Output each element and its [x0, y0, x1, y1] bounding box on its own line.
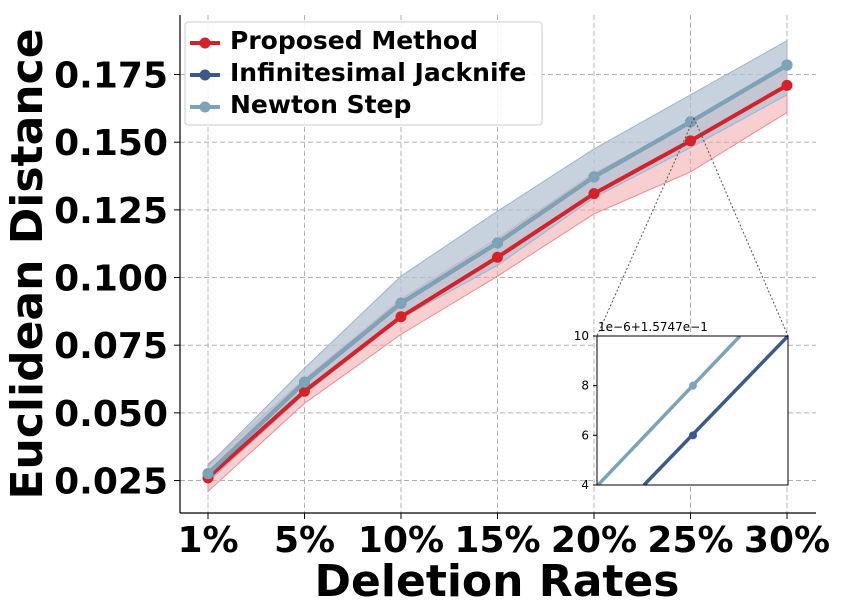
x-tick-label: 10%: [358, 520, 444, 561]
data-point: [588, 171, 600, 183]
data-point: [781, 59, 793, 71]
data-point: [588, 188, 600, 200]
y-tick-label: 0.075: [54, 326, 168, 367]
legend: Proposed Method Infinitesimal Jacknife N…: [184, 21, 543, 126]
series-lines: [202, 59, 793, 484]
data-point: [299, 376, 310, 388]
zoom-inset: 1e−6+1.5747e−1 4 6 8 10: [574, 320, 789, 492]
inset-offset-label: 1e−6+1.5747e−1: [598, 320, 708, 334]
data-point: [492, 237, 503, 249]
inset-y-tick-label: 8: [581, 379, 589, 393]
legend-entry-newton: Newton Step: [190, 90, 411, 119]
legend-label-newton: Newton Step: [230, 90, 411, 119]
inset-line-newton: [597, 336, 742, 485]
zoom-connector-right: [693, 117, 789, 337]
x-tick-label: 25%: [647, 520, 733, 561]
y-tick-labels: 0.025 0.050 0.075 0.100 0.125 0.150 0.175: [54, 56, 180, 503]
data-point: [395, 297, 407, 309]
legend-marker-proposed: [199, 37, 211, 49]
x-tick-label: 1%: [177, 520, 238, 561]
inset-y-tick-label: 4: [581, 478, 589, 492]
legend-box: [184, 21, 543, 126]
x-tick-label: 20%: [551, 520, 637, 561]
inset-y-tick-label: 6: [581, 428, 589, 442]
y-axis-title: Euclidean Distance: [2, 28, 53, 499]
series-newton-step: [202, 59, 793, 480]
x-tick-label: 5%: [274, 520, 335, 561]
x-axis-title: Deletion Rates: [315, 556, 680, 600]
inset-y-tick-labels: 4 6 8 10: [574, 329, 597, 492]
data-point: [781, 79, 793, 91]
x-tick-labels: 1% 5% 10% 15% 20% 25% 30%: [177, 513, 830, 561]
data-point: [492, 251, 503, 263]
inset-point: [689, 431, 697, 440]
x-tick-label: 15%: [454, 520, 540, 561]
inset-frame: [596, 335, 789, 486]
y-tick-label: 0.150: [54, 123, 168, 164]
legend-marker-newton: [199, 101, 211, 113]
data-point: [395, 311, 407, 323]
y-tick-label: 0.025: [54, 462, 168, 503]
legend-marker-jacknife: [199, 69, 211, 81]
data-point: [299, 385, 310, 397]
y-tick-label: 0.100: [54, 259, 168, 300]
y-tick-label: 0.125: [54, 191, 168, 232]
data-point: [685, 135, 696, 147]
inset-y-tick-label: 10: [574, 329, 589, 343]
legend-entry-proposed: Proposed Method: [190, 26, 478, 55]
inset-line-jacknife: [642, 336, 788, 485]
zoom-connectors: [596, 117, 789, 337]
legend-label-jacknife: Infinitesimal Jacknife: [230, 58, 526, 87]
x-tick-label: 30%: [744, 520, 830, 561]
inset-point: [689, 381, 697, 390]
y-tick-label: 0.050: [54, 394, 168, 435]
inset-points: [689, 381, 697, 440]
legend-entry-jacknife: Infinitesimal Jacknife: [190, 58, 526, 87]
y-tick-label: 0.175: [54, 56, 168, 97]
data-point: [202, 468, 214, 480]
legend-label-proposed: Proposed Method: [230, 26, 478, 55]
inset-frame-bg: [597, 336, 788, 485]
